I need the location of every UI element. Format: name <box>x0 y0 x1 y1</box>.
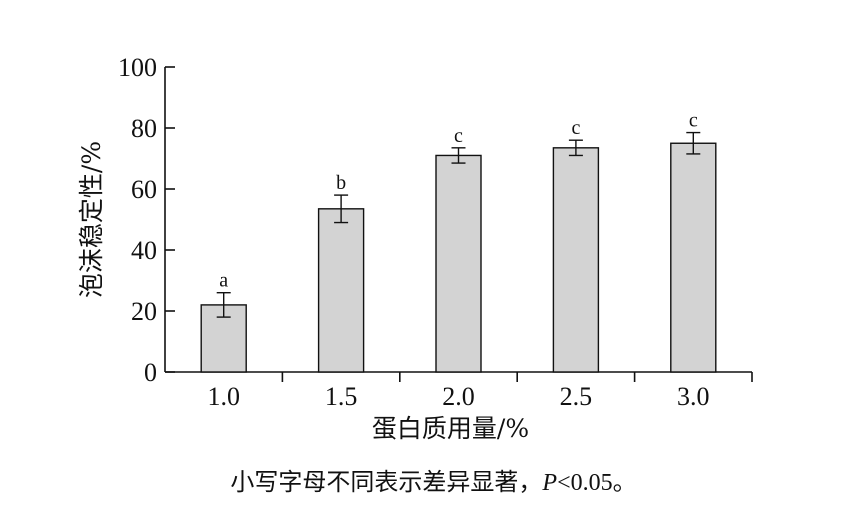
bar <box>670 142 717 373</box>
bar <box>435 154 482 373</box>
significance-label: c <box>454 125 463 147</box>
bar-chart: 0 20 40 60 80 100 a 1.0 b 1.5 c 2.0 c 2.5 c 3.0 蛋白质用量/% 泡… <box>77 53 753 440</box>
significance-label: a <box>219 270 228 292</box>
y-tick-label: 100 <box>118 53 157 82</box>
bars <box>200 131 717 373</box>
footnote-p-symbol: P <box>542 470 558 496</box>
y-tick-label: 80 <box>131 114 157 143</box>
footnote-comparator: <0.05。 <box>557 470 637 496</box>
significance-label: c <box>689 110 698 132</box>
y-tick-label: 40 <box>131 236 157 265</box>
footnote-text: 小写字母不同表示差异显著， <box>230 468 543 496</box>
y-tick-label: 60 <box>131 175 157 204</box>
x-tick-label: 2.0 <box>442 382 475 411</box>
bar <box>317 208 365 373</box>
significance-label: c <box>571 117 580 139</box>
y-tick-label: 20 <box>131 297 157 326</box>
y-tick-label: 0 <box>144 358 157 387</box>
y-axis-title: 泡沫稳定性/% <box>77 141 106 298</box>
x-tick-label: 1.0 <box>207 382 240 411</box>
bar <box>200 304 247 373</box>
x-tick-label: 3.0 <box>677 382 710 411</box>
x-axis-title: 蛋白质用量/% <box>372 414 529 440</box>
figure-footnote: 小写字母不同表示差异显著，P<0.05。 <box>0 462 867 497</box>
x-tick-label: 2.5 <box>560 382 593 411</box>
bar <box>552 147 600 373</box>
significance-label: b <box>336 172 346 194</box>
labels: 0 20 40 60 80 100 a 1.0 b 1.5 c 2.0 c 2.5 c 3.0 蛋白质用量/% 泡… <box>77 53 710 440</box>
x-tick-label: 1.5 <box>325 382 358 411</box>
